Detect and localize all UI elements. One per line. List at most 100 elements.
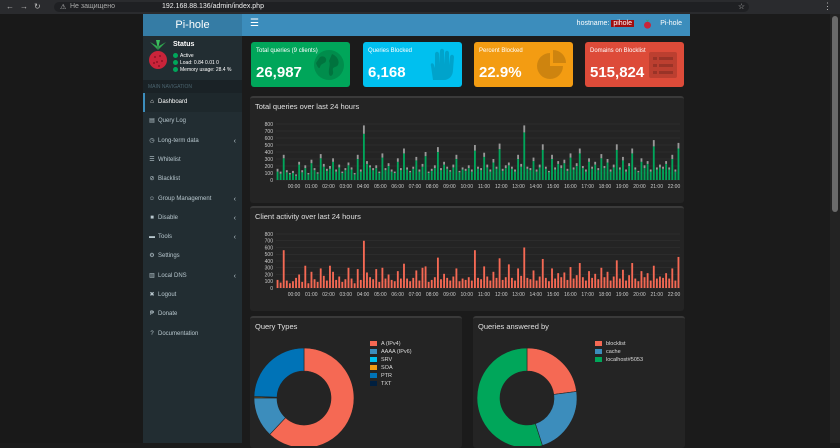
- bar-clients[interactable]: [467, 277, 470, 288]
- bar-blocked[interactable]: [640, 158, 643, 162]
- bar-blocked[interactable]: [585, 169, 587, 172]
- bar-clients[interactable]: [292, 281, 294, 288]
- bar-permitted[interactable]: [461, 169, 464, 181]
- bar-blocked[interactable]: [572, 167, 575, 170]
- bar-clients[interactable]: [436, 257, 439, 288]
- bar-clients[interactable]: [319, 268, 322, 288]
- bar-blocked[interactable]: [292, 170, 294, 173]
- bar-blocked[interactable]: [427, 171, 430, 173]
- bar-clients[interactable]: [532, 270, 535, 288]
- bar-clients[interactable]: [276, 279, 279, 288]
- bar-clients[interactable]: [594, 273, 597, 288]
- bar-blocked[interactable]: [520, 163, 523, 167]
- bar-clients[interactable]: [396, 271, 399, 288]
- bar-permitted[interactable]: [529, 170, 532, 180]
- bar-permitted[interactable]: [335, 171, 338, 180]
- bar-permitted[interactable]: [495, 168, 498, 180]
- bar-clients[interactable]: [409, 281, 412, 288]
- bar-permitted[interactable]: [366, 163, 368, 180]
- bar-clients[interactable]: [523, 247, 526, 289]
- bar-permitted[interactable]: [594, 164, 597, 180]
- bar-blocked[interactable]: [569, 153, 572, 158]
- bar-blocked[interactable]: [359, 169, 362, 172]
- bar-clients[interactable]: [316, 281, 319, 288]
- bar-blocked[interactable]: [440, 168, 442, 171]
- forward-icon[interactable]: →: [20, 2, 28, 11]
- bar-permitted[interactable]: [671, 159, 674, 180]
- bar-clients[interactable]: [572, 278, 575, 288]
- chevron-left-icon[interactable]: ‹: [233, 234, 236, 242]
- bar-blocked[interactable]: [535, 169, 538, 172]
- user-menu[interactable]: Pi-hole: [660, 20, 682, 27]
- bar-clients[interactable]: [427, 281, 430, 288]
- bar-clients[interactable]: [557, 273, 560, 288]
- bar-clients[interactable]: [609, 280, 612, 288]
- bar-blocked[interactable]: [566, 168, 569, 171]
- bar-blocked[interactable]: [455, 154, 458, 159]
- bar-permitted[interactable]: [640, 161, 643, 180]
- bar-permitted[interactable]: [563, 163, 566, 180]
- bar-permitted[interactable]: [591, 168, 594, 180]
- bar-permitted[interactable]: [325, 170, 328, 180]
- queries-answered-chart[interactable]: [473, 318, 685, 446]
- reload-icon[interactable]: ↻: [34, 2, 41, 11]
- bar-clients[interactable]: [631, 263, 634, 288]
- bar-blocked[interactable]: [600, 154, 603, 159]
- bar-blocked[interactable]: [529, 168, 532, 171]
- bar-clients[interactable]: [535, 280, 538, 288]
- bar-permitted[interactable]: [292, 173, 294, 180]
- bar-clients[interactable]: [634, 278, 637, 288]
- legend-item[interactable]: blocklist: [595, 340, 643, 348]
- bar-permitted[interactable]: [344, 170, 347, 180]
- bar-clients[interactable]: [403, 263, 405, 288]
- bar-blocked[interactable]: [480, 168, 483, 171]
- bar-clients[interactable]: [378, 281, 381, 288]
- bar-blocked[interactable]: [473, 145, 476, 151]
- legend-item[interactable]: A (IPv4): [370, 340, 412, 348]
- stat-total-queries[interactable]: Total queries (9 clients) 26,987: [251, 42, 350, 87]
- bar-permitted[interactable]: [369, 167, 371, 180]
- bar-permitted[interactable]: [332, 161, 334, 180]
- bar-permitted[interactable]: [396, 161, 399, 180]
- bar-permitted[interactable]: [548, 172, 550, 180]
- bar-blocked[interactable]: [288, 173, 291, 175]
- bar-blocked[interactable]: [674, 169, 677, 172]
- bar-permitted[interactable]: [575, 166, 578, 180]
- bar-clients[interactable]: [640, 271, 643, 288]
- bar-blocked[interactable]: [486, 164, 489, 168]
- bar-permitted[interactable]: [569, 157, 572, 180]
- bar-clients[interactable]: [282, 250, 285, 288]
- bar-permitted[interactable]: [424, 156, 427, 180]
- bar-clients[interactable]: [443, 273, 446, 288]
- bar-blocked[interactable]: [510, 166, 513, 169]
- bar-clients[interactable]: [560, 277, 563, 288]
- bar-clients[interactable]: [597, 279, 600, 288]
- bar-blocked[interactable]: [625, 169, 627, 172]
- bar-blocked[interactable]: [329, 166, 331, 169]
- bar-blocked[interactable]: [436, 147, 439, 152]
- bar-permitted[interactable]: [606, 162, 609, 181]
- bar-blocked[interactable]: [538, 164, 541, 168]
- bar-permitted[interactable]: [372, 170, 375, 180]
- bar-blocked[interactable]: [655, 167, 658, 170]
- bar-permitted[interactable]: [480, 170, 483, 180]
- bar-clients[interactable]: [430, 279, 433, 288]
- bar-clients[interactable]: [665, 273, 668, 288]
- bar-blocked[interactable]: [307, 173, 310, 175]
- bar-blocked[interactable]: [458, 170, 461, 173]
- bar-clients[interactable]: [600, 267, 603, 288]
- bar-permitted[interactable]: [452, 167, 455, 180]
- bar-permitted[interactable]: [449, 171, 452, 180]
- bar-blocked[interactable]: [461, 167, 464, 170]
- bar-clients[interactable]: [341, 281, 344, 288]
- bar-clients[interactable]: [504, 277, 507, 288]
- bar-clients[interactable]: [652, 265, 655, 288]
- bar-blocked[interactable]: [677, 142, 680, 149]
- bar-clients[interactable]: [325, 280, 328, 288]
- bar-blocked[interactable]: [335, 169, 338, 172]
- bar-permitted[interactable]: [538, 167, 541, 180]
- bar-permitted[interactable]: [362, 133, 365, 180]
- bar-blocked[interactable]: [588, 158, 590, 162]
- bar-clients[interactable]: [659, 276, 661, 288]
- pie-slice-cache[interactable]: [534, 391, 578, 446]
